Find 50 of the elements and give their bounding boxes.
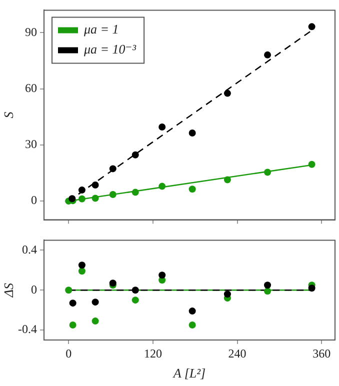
- point: [109, 191, 116, 198]
- point: [308, 284, 316, 292]
- point: [132, 151, 139, 158]
- point: [65, 286, 72, 294]
- point: [308, 23, 316, 30]
- point: [92, 298, 99, 306]
- point: [132, 296, 139, 304]
- y-axis-title: S: [1, 111, 16, 118]
- legend-label: μa = 10⁻³: [83, 42, 138, 57]
- point: [264, 288, 272, 295]
- point: [264, 282, 272, 289]
- point: [224, 90, 231, 97]
- point: [224, 176, 231, 184]
- point: [92, 194, 99, 202]
- y-tick-label: 90: [25, 24, 37, 39]
- y-tick-label: 0: [31, 282, 37, 296]
- x-axis-title: A [L²]: [172, 366, 206, 381]
- point: [78, 268, 86, 275]
- point: [78, 262, 86, 269]
- point: [188, 186, 196, 193]
- x-tick-label: 360: [312, 346, 331, 360]
- y-axis-title: ΔS: [1, 282, 16, 298]
- point: [264, 168, 272, 176]
- point: [69, 322, 76, 329]
- point: [158, 182, 166, 190]
- point: [158, 272, 166, 279]
- point: [78, 186, 86, 194]
- x-tick-label: 0: [66, 346, 72, 360]
- point: [69, 300, 76, 307]
- point: [158, 123, 166, 130]
- point: [188, 129, 196, 136]
- x-tick-label: 240: [228, 346, 246, 360]
- point: [264, 51, 272, 58]
- point: [132, 286, 139, 294]
- point: [109, 165, 116, 172]
- point: [224, 290, 231, 298]
- point: [308, 160, 316, 168]
- point: [92, 318, 99, 325]
- point: [132, 188, 139, 196]
- point: [92, 181, 99, 188]
- point: [78, 195, 86, 202]
- point: [188, 308, 196, 315]
- y-tick-label: -0.4: [18, 322, 37, 336]
- y-tick-label: 0: [31, 193, 37, 208]
- y-tick-label: 0.4: [22, 242, 37, 256]
- point: [188, 322, 196, 329]
- y-tick-label: 30: [25, 137, 37, 152]
- y-tick-label: 60: [25, 80, 37, 95]
- x-tick-label: 120: [144, 346, 162, 360]
- legend-label: μa = 1: [83, 22, 119, 37]
